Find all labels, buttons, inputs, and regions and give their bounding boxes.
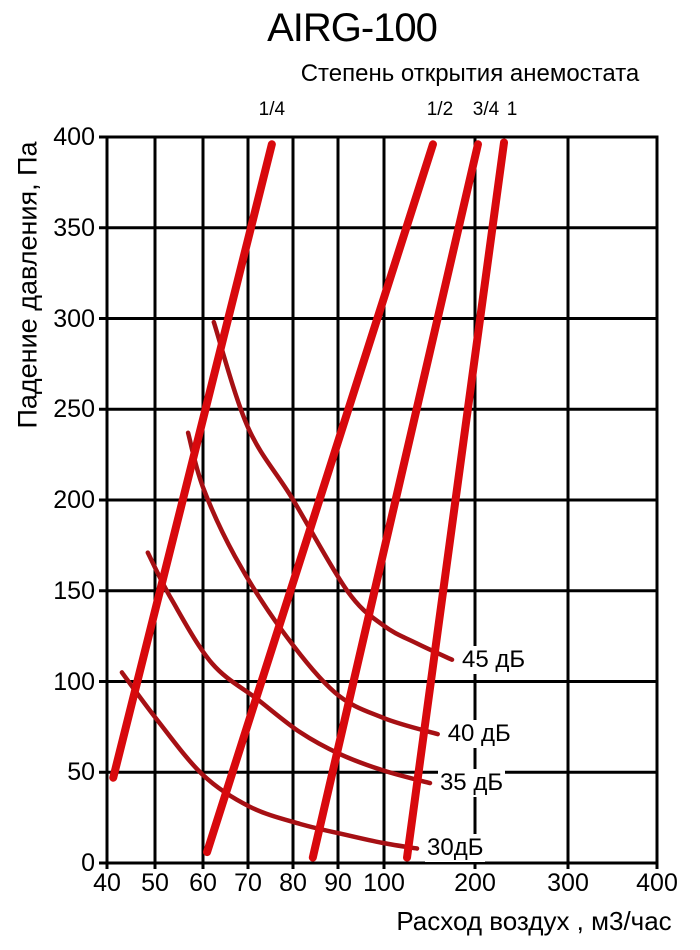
plot-border [105, 135, 659, 865]
x-tick-label: 200 [454, 869, 496, 897]
noise-curve [185, 430, 440, 737]
noise-curve-label: 35 дБ [437, 769, 506, 798]
noise-curve-label: 40 дБ [445, 720, 513, 749]
y-tick-label: 350 [53, 213, 95, 242]
y-axis-title: Падение давления, Па [12, 141, 43, 429]
opening-line [308, 140, 482, 862]
x-tick-label: 60 [189, 869, 217, 897]
x-tick-label: 80 [279, 869, 307, 897]
noise-curve-label: 30дБ [425, 834, 486, 863]
y-tick-label: 400 [53, 123, 95, 151]
y-tick-label: 300 [53, 304, 95, 333]
x-axis-title: Расход воздух , м3/час [396, 906, 672, 936]
y-tick-label: 150 [53, 576, 95, 605]
noise-curve [145, 550, 433, 786]
chart-title: AIRG-100 [267, 6, 438, 50]
x-tick-label: 100 [363, 869, 405, 897]
opening-line-label: 1 [506, 99, 518, 120]
opening-line-label: 1/4 [258, 99, 286, 120]
noise-curve-label: 45 дБ [459, 645, 528, 674]
x-tick-label: 40 [93, 869, 121, 897]
opening-line [203, 140, 437, 857]
y-tick-label: 200 [53, 486, 95, 514]
x-tick-label: 70 [234, 869, 262, 897]
noise-curve [211, 319, 455, 662]
y-tick-label: 50 [67, 758, 95, 787]
x-tick-label: 90 [324, 869, 352, 897]
opening-line-label: 1/2 [426, 99, 454, 120]
opening-line-label: 3/4 [472, 99, 500, 120]
y-tick-label: 0 [81, 849, 95, 877]
y-tick-label: 250 [53, 395, 95, 424]
x-tick-label: 50 [141, 869, 169, 897]
y-tick-label: 100 [53, 667, 95, 696]
x-tick-label: 400 [636, 869, 678, 897]
x-tick-label: 300 [547, 869, 589, 897]
chart-subtitle: Степень открытия анемостата [300, 60, 640, 87]
noise-curve [119, 670, 420, 851]
opening-line [403, 138, 509, 862]
opening-line [109, 140, 276, 782]
